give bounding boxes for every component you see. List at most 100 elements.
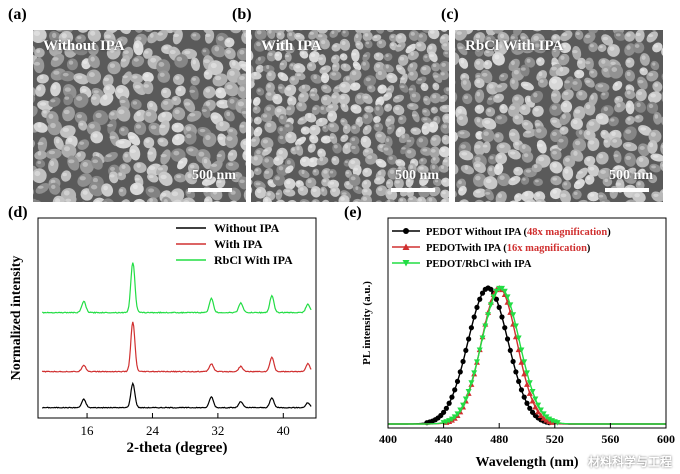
grain-highlight bbox=[241, 110, 246, 114]
grain bbox=[272, 174, 286, 186]
grain bbox=[386, 72, 398, 83]
grain bbox=[457, 129, 471, 139]
grain-highlight bbox=[309, 144, 313, 149]
grain bbox=[103, 30, 116, 46]
grain bbox=[559, 126, 569, 135]
grain bbox=[599, 198, 611, 202]
grain bbox=[130, 99, 142, 110]
grain-highlight bbox=[217, 36, 224, 41]
grain bbox=[256, 87, 265, 96]
pl-marker bbox=[502, 325, 508, 331]
grain-highlight bbox=[626, 59, 631, 63]
grain bbox=[33, 30, 47, 44]
grain bbox=[473, 140, 486, 156]
grain bbox=[513, 166, 524, 176]
grain bbox=[360, 60, 370, 71]
grain bbox=[274, 51, 283, 61]
pl-marker bbox=[462, 396, 469, 402]
grain-highlight bbox=[429, 54, 435, 57]
grain-highlight bbox=[385, 54, 389, 58]
grain-highlight bbox=[299, 93, 305, 98]
grain-highlight bbox=[119, 189, 124, 192]
grain bbox=[624, 89, 636, 100]
grain bbox=[177, 157, 188, 170]
grain bbox=[262, 196, 273, 202]
grain bbox=[330, 186, 341, 197]
grain bbox=[276, 164, 289, 176]
grain-highlight bbox=[616, 103, 621, 108]
grain-highlight bbox=[420, 158, 424, 162]
grain bbox=[62, 106, 75, 122]
pl-marker bbox=[485, 312, 492, 318]
grain bbox=[37, 137, 48, 153]
grain bbox=[217, 133, 228, 146]
grain-highlight bbox=[577, 170, 583, 174]
grain bbox=[285, 131, 297, 144]
grain bbox=[443, 86, 449, 96]
sem-image-with-ipa: With IPA 500 nm bbox=[251, 30, 449, 202]
pl-marker bbox=[524, 381, 530, 387]
grain-highlight bbox=[268, 180, 273, 184]
grain bbox=[572, 46, 582, 60]
grain bbox=[426, 196, 438, 202]
pl-marker bbox=[448, 416, 455, 423]
grain bbox=[170, 148, 186, 162]
grain bbox=[35, 159, 46, 168]
grain-highlight bbox=[395, 180, 400, 184]
panel-label-d: (d) bbox=[8, 204, 28, 221]
grain-highlight bbox=[441, 106, 448, 109]
grain bbox=[639, 67, 648, 76]
grain bbox=[428, 30, 440, 40]
grain-highlight bbox=[420, 177, 425, 181]
grain bbox=[264, 120, 277, 133]
grain-highlight bbox=[363, 114, 369, 119]
grain bbox=[157, 70, 171, 83]
grain bbox=[35, 183, 50, 194]
grain-highlight bbox=[462, 80, 467, 85]
grain bbox=[428, 51, 438, 63]
grain bbox=[147, 173, 159, 183]
grain-highlight bbox=[351, 145, 356, 150]
grain-highlight bbox=[429, 30, 435, 34]
grain-highlight bbox=[89, 72, 95, 78]
grain bbox=[484, 188, 494, 201]
grain-highlight bbox=[654, 83, 659, 87]
grain-highlight bbox=[295, 65, 301, 69]
legend-entry: PEDOT Without IPA (48x magnification) bbox=[426, 227, 611, 238]
grain bbox=[92, 110, 109, 126]
grain bbox=[73, 73, 89, 85]
grain bbox=[350, 143, 360, 155]
grain-highlight bbox=[511, 79, 515, 84]
grain-highlight bbox=[444, 51, 448, 55]
grain bbox=[395, 64, 406, 75]
grain-highlight bbox=[76, 114, 83, 119]
grain-highlight bbox=[599, 45, 603, 49]
plot-frame bbox=[37, 217, 317, 419]
grain bbox=[441, 134, 449, 145]
grain bbox=[265, 82, 275, 94]
grain-highlight bbox=[485, 178, 492, 184]
grain-highlight bbox=[92, 159, 99, 164]
grain-highlight bbox=[81, 88, 87, 93]
grain-highlight bbox=[500, 74, 505, 78]
grain-highlight bbox=[256, 150, 261, 155]
grain-highlight bbox=[255, 128, 259, 133]
pl-marker bbox=[540, 411, 547, 417]
grain bbox=[48, 97, 61, 108]
grain-highlight bbox=[649, 175, 654, 179]
grain-highlight bbox=[551, 66, 557, 71]
grain-highlight bbox=[474, 144, 481, 149]
grain-highlight bbox=[342, 30, 346, 34]
grain-highlight bbox=[406, 46, 412, 49]
pl-marker bbox=[468, 325, 474, 331]
grain-highlight bbox=[497, 193, 503, 199]
grain bbox=[382, 145, 393, 156]
grain bbox=[340, 63, 351, 72]
grain-highlight bbox=[475, 190, 481, 194]
pl-marker bbox=[510, 312, 517, 318]
grain-highlight bbox=[90, 30, 96, 36]
grain bbox=[48, 158, 59, 174]
grain-highlight bbox=[203, 59, 210, 64]
grain-highlight bbox=[321, 75, 326, 79]
grain bbox=[550, 148, 562, 161]
